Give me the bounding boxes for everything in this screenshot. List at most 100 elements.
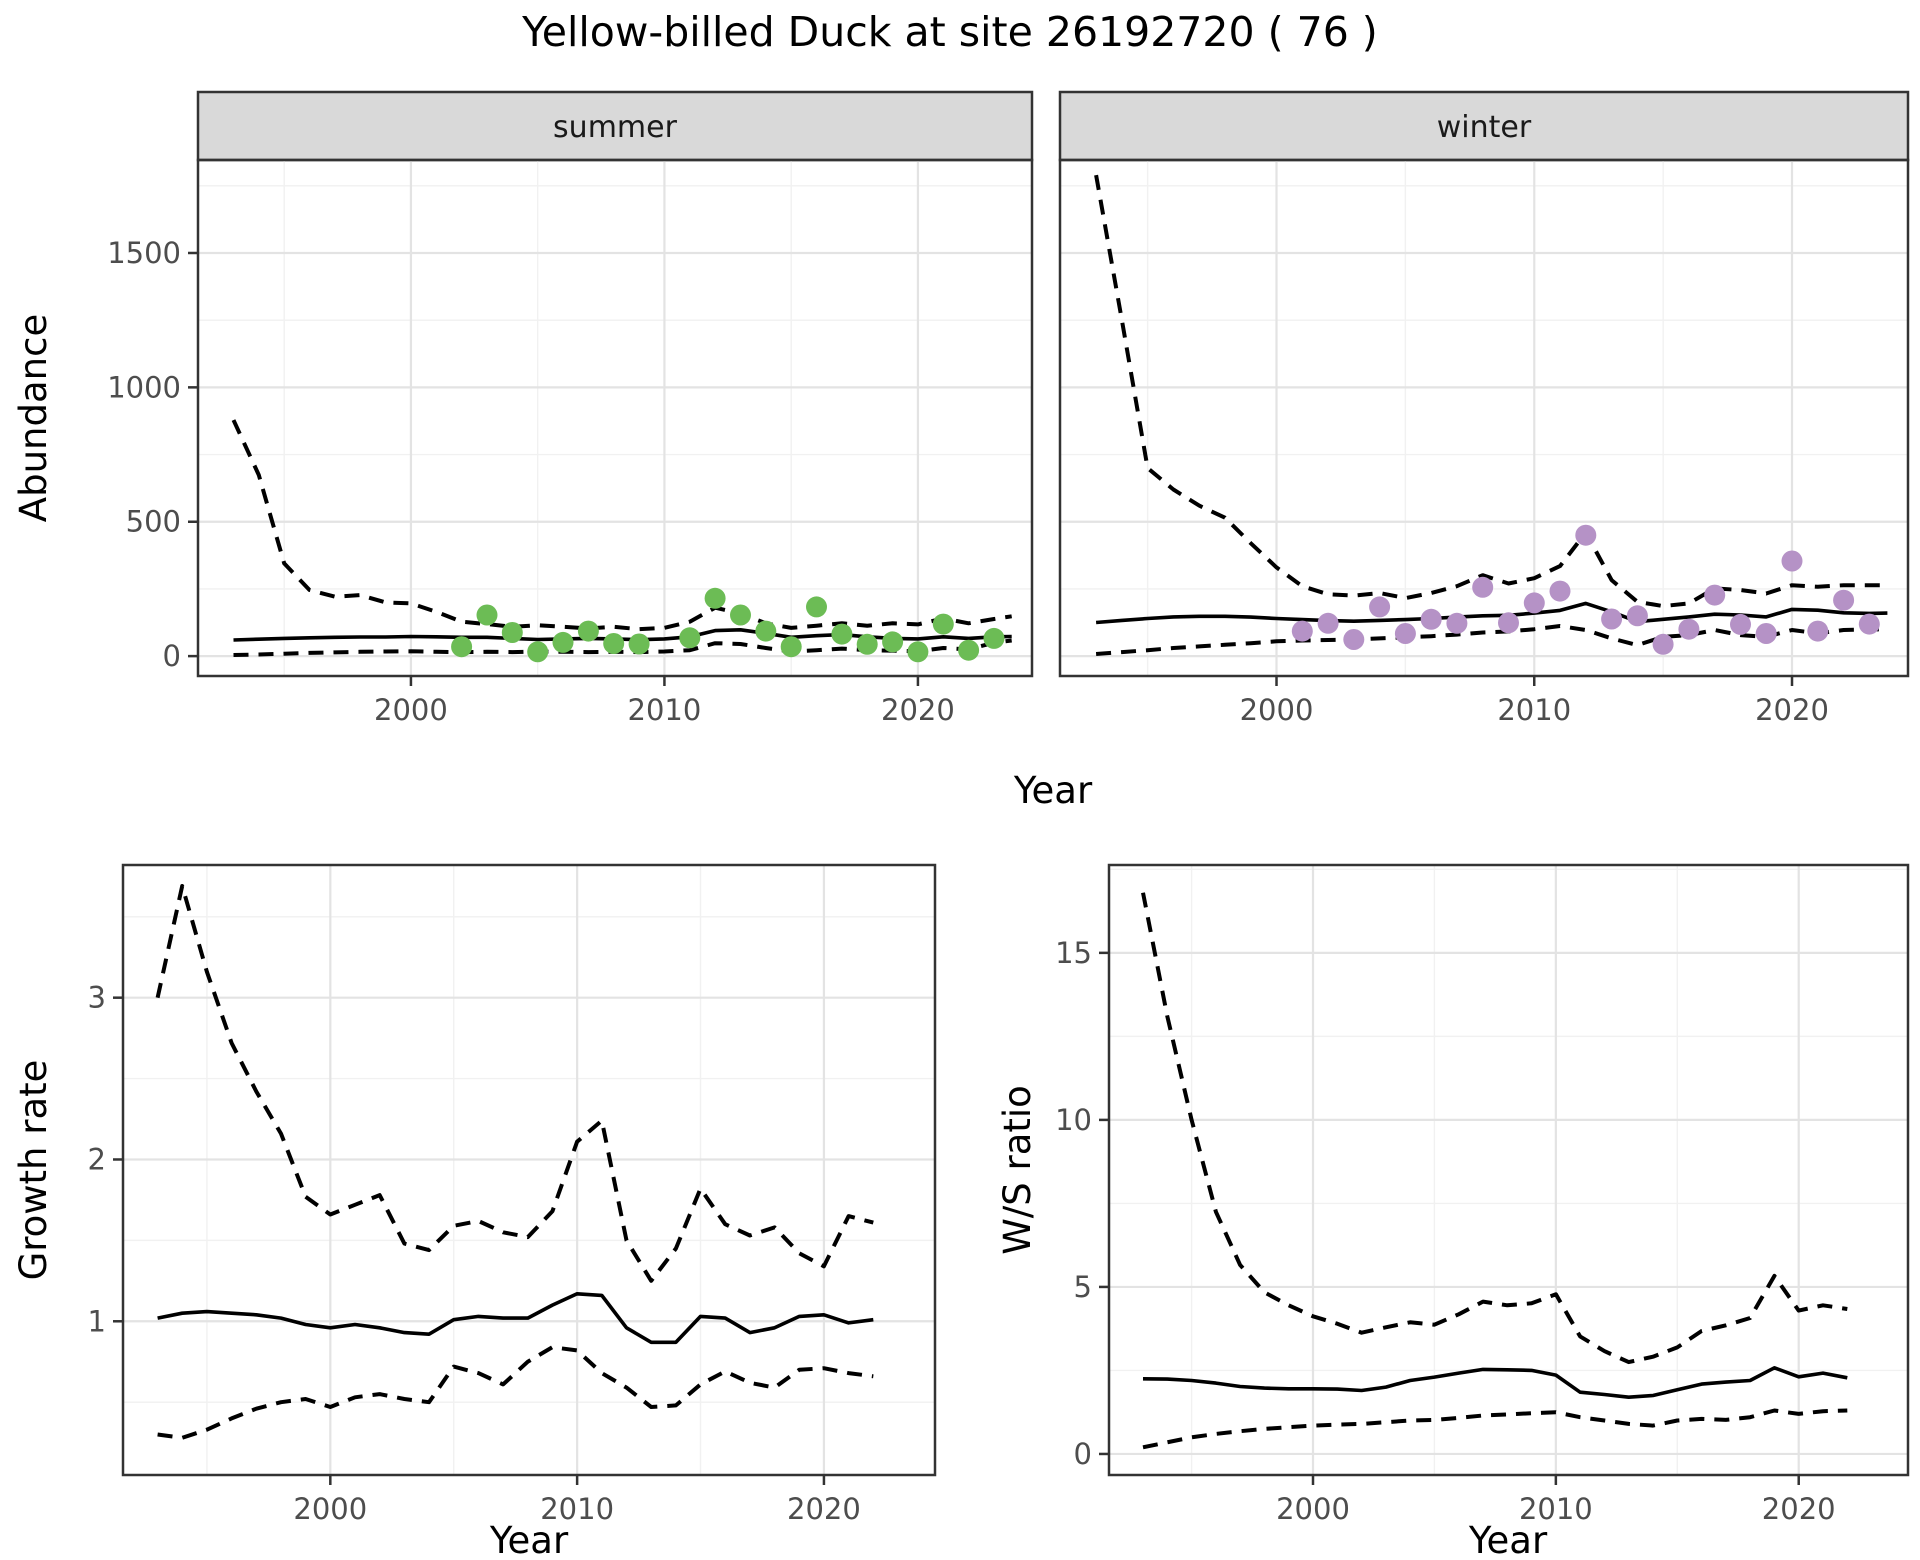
series-group xyxy=(231,419,1013,663)
x-tick-label: 2010 xyxy=(1497,693,1571,727)
winter-data-point xyxy=(1704,584,1726,606)
winter-data-point xyxy=(1601,608,1623,630)
growth-lower_ci-line xyxy=(157,1345,874,1440)
x-tick-label: 2000 xyxy=(293,1492,367,1526)
ws-panel: 2000 2010 2020 0 5 10 15 xyxy=(1055,863,1910,1526)
summer-data-point xyxy=(831,623,853,645)
y-tick-label: 0 xyxy=(1074,1437,1092,1471)
y-tick-label: 1000 xyxy=(107,370,181,404)
winter-data-point xyxy=(1678,618,1700,640)
summer-data-point xyxy=(983,627,1005,649)
winter-data-point xyxy=(1730,613,1751,635)
x-tick-label: 2020 xyxy=(1755,693,1829,727)
summer-data-point xyxy=(476,604,498,626)
summer-data-point xyxy=(882,631,904,653)
winter-mean-line xyxy=(1095,601,1888,625)
year-axis-label-ws: Year xyxy=(1468,1519,1548,1560)
summer-data-point xyxy=(907,641,929,663)
facet-label-winter: winter xyxy=(1437,110,1532,145)
summer-data-point xyxy=(628,633,650,655)
winter-data-point xyxy=(1369,596,1391,618)
summer-data-point xyxy=(603,633,625,654)
summer-data-point xyxy=(577,620,599,642)
x-tick-label: 2000 xyxy=(374,693,448,727)
summer-data-point xyxy=(755,620,777,642)
winter-panel: 2000 2010 2020 xyxy=(1058,158,1910,727)
abundance-axis-label: Abundance xyxy=(12,314,55,522)
facet-strip-summer xyxy=(196,90,1034,162)
winter-data-point xyxy=(1833,589,1855,611)
panel-border xyxy=(121,863,937,1477)
growth-rate-axis-label: Growth rate xyxy=(12,1060,55,1281)
ws-upper_ci-line xyxy=(1141,892,1848,1365)
summer-data-point xyxy=(806,596,827,618)
winter-data-point xyxy=(1652,633,1674,655)
winter-upper_ci-line xyxy=(1094,174,1888,609)
winter-data-point xyxy=(1394,623,1416,644)
y-tick-label: 5 xyxy=(1074,1270,1092,1304)
summer-data-point xyxy=(780,636,802,658)
winter-data-point xyxy=(1523,592,1545,614)
series-group xyxy=(155,884,874,1440)
winter-data-point xyxy=(1317,612,1339,634)
summer-upper_ci-line xyxy=(231,419,1013,632)
x-tick-label: 2020 xyxy=(1762,1492,1836,1526)
series-group xyxy=(1141,892,1848,1450)
summer-data-point xyxy=(552,631,574,653)
winter-data-point xyxy=(1626,605,1648,627)
winter-data-point xyxy=(1858,613,1880,635)
winter-data-point xyxy=(1575,524,1597,546)
growth-panel: 2000 2010 2020 1 2 3 xyxy=(88,863,937,1526)
x-tick-label: 2010 xyxy=(1519,1492,1593,1526)
winter-data-point xyxy=(1498,612,1519,634)
panel-border xyxy=(1107,863,1910,1477)
x-tick-label: 2010 xyxy=(628,693,702,727)
x-tick-label: 2000 xyxy=(1276,1492,1350,1526)
winter-data-point xyxy=(1549,580,1571,602)
summer-data-point xyxy=(527,641,549,663)
winter-data-point xyxy=(1781,550,1803,572)
winter-data-point xyxy=(1446,612,1468,634)
summer-data-point xyxy=(679,627,701,649)
winter-data-point xyxy=(1472,576,1494,598)
y-tick-label: 0 xyxy=(163,639,181,673)
y-tick-label: 500 xyxy=(126,505,181,539)
summer-data-point xyxy=(704,587,726,609)
ws-lower_ci-line xyxy=(1142,1408,1848,1450)
winter-lower_ci-line xyxy=(1095,624,1888,656)
year-axis-label-growth: Year xyxy=(489,1519,569,1560)
y-tick-label: 1 xyxy=(88,1304,106,1338)
growth-mean-line xyxy=(157,1292,874,1345)
page-title: Yellow-billed Duck at site 26192720 ( 76… xyxy=(521,8,1378,56)
winter-data-point xyxy=(1420,608,1442,630)
summer-data-point xyxy=(501,622,523,643)
x-tick-label: 2020 xyxy=(881,693,955,727)
panel-border xyxy=(1058,158,1910,678)
year-axis-label-top: Year xyxy=(1013,769,1093,812)
summer-data-point xyxy=(958,639,980,661)
summer-data-point xyxy=(856,633,878,655)
winter-data-point xyxy=(1291,620,1313,642)
x-tick-label: 2010 xyxy=(540,1492,614,1526)
ws-ratio-axis-label: W/S ratio xyxy=(996,1085,1039,1255)
y-tick-label: 1500 xyxy=(107,236,181,270)
panel-border xyxy=(196,158,1034,678)
summer-data-point xyxy=(730,604,751,626)
ws-mean-line xyxy=(1142,1366,1848,1399)
y-tick-label: 10 xyxy=(1055,1103,1092,1137)
series-group xyxy=(1094,174,1888,656)
y-tick-label: 3 xyxy=(88,981,106,1015)
facet-label-summer: summer xyxy=(553,110,678,145)
facet-strip-winter xyxy=(1058,90,1910,162)
y-tick-label: 15 xyxy=(1055,936,1092,970)
winter-data-point xyxy=(1807,620,1829,642)
x-tick-label: 2000 xyxy=(1240,693,1314,727)
winter-data-point xyxy=(1343,629,1365,650)
growth-upper_ci-line xyxy=(155,884,874,1283)
winter-data-point xyxy=(1755,623,1777,644)
summer-data-point xyxy=(451,636,473,658)
summer-data-point xyxy=(932,613,954,635)
summer-panel: 2000 2010 2020 0 500 1000 1500 xyxy=(107,158,1034,727)
